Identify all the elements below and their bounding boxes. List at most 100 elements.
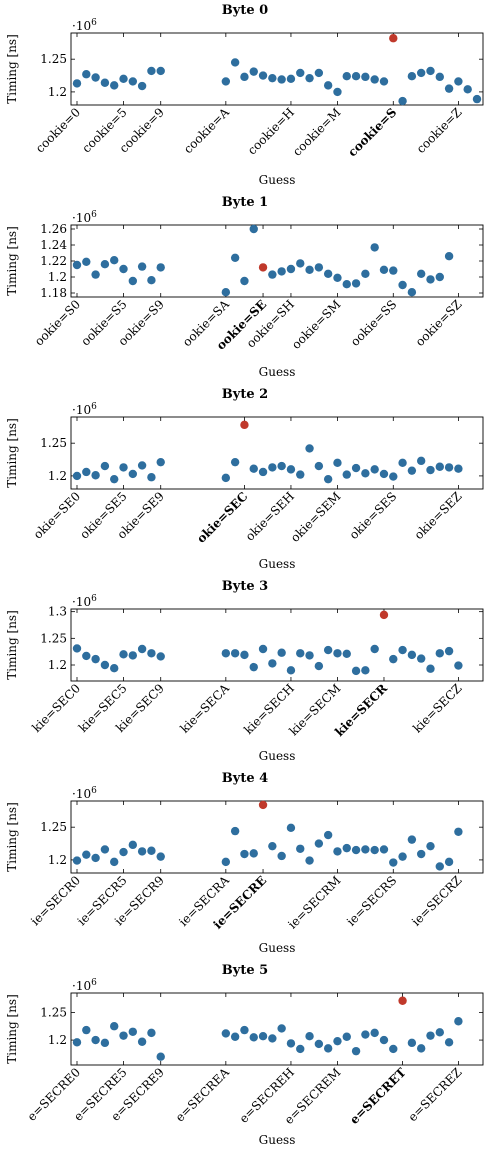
data-point: [416, 68, 426, 78]
data-point: [407, 835, 417, 844]
data-point: [342, 72, 351, 81]
data-point: [426, 465, 435, 475]
data-point: [128, 651, 138, 660]
data-point: [91, 73, 100, 82]
x-tick-label: ie=SECRS: [344, 873, 399, 928]
data-point: [314, 263, 324, 272]
data-point: [323, 269, 333, 278]
y-multiplier: ·106: [72, 978, 97, 993]
y-axis-label: Timing [ns]: [5, 802, 19, 872]
data-point: [137, 847, 147, 856]
data-point: [72, 856, 82, 865]
data-point: [426, 275, 435, 284]
data-point: [286, 823, 296, 833]
y-tick-label: 1.2: [48, 853, 67, 867]
data-point: [221, 1029, 231, 1038]
data-point: [370, 465, 379, 474]
data-point: [119, 74, 128, 84]
data-point: [156, 457, 165, 467]
y-tick-label: 1.2: [48, 270, 67, 284]
data-point: [351, 666, 361, 676]
data-point: [305, 265, 314, 274]
y-multiplier: ·106: [72, 594, 97, 609]
data-point: [379, 469, 389, 479]
data-point: [342, 843, 351, 853]
data-point: [110, 664, 119, 673]
data-point: [119, 847, 128, 857]
data-point: [314, 661, 324, 671]
data-point: [249, 662, 258, 672]
data-point: [407, 288, 417, 297]
data-point: [240, 650, 249, 660]
data-point: [296, 68, 305, 78]
data-point: [128, 840, 138, 850]
data-point: [119, 1031, 128, 1040]
data-point: [82, 467, 91, 477]
data-point: [296, 1044, 305, 1054]
data-point: [249, 224, 258, 234]
data-point: [444, 857, 454, 867]
data-point: [240, 1025, 249, 1035]
data-point: [305, 444, 314, 453]
plot-frame: [70, 992, 484, 1066]
data-point: [333, 458, 342, 468]
data-point: [100, 1038, 110, 1048]
data-point: [435, 862, 444, 871]
y-multiplier: ·106: [72, 210, 97, 225]
data-point: [342, 649, 351, 658]
data-point: [407, 650, 417, 660]
data-point: [277, 648, 286, 657]
data-point: [426, 841, 435, 851]
data-point: [435, 1028, 444, 1037]
data-point: [72, 79, 82, 88]
chart-title: Byte 1: [222, 195, 268, 210]
data-point: [137, 81, 147, 91]
highlight-point: [258, 263, 268, 272]
y-multiplier: ·106: [72, 786, 97, 801]
data-point: [305, 1032, 314, 1041]
highlight-point: [240, 420, 249, 430]
data-point: [454, 661, 463, 670]
data-point: [128, 469, 138, 479]
data-point: [333, 1036, 342, 1046]
data-point: [119, 463, 128, 472]
data-point: [389, 858, 398, 867]
highlight-point: [398, 996, 407, 1005]
chart-panel-3: Byte 3 ·106 1.2 1.25 1.3 Timing [ns] kie=SEC0 k…: [5, 579, 484, 763]
x-axis-label: Guess: [259, 557, 296, 571]
x-tick-label: kie=SEC0: [29, 681, 83, 735]
x-tick-label: cookie=Z: [414, 105, 465, 156]
data-point: [407, 72, 417, 81]
chart-panel-2: Byte 2 ·106 1.2 1.25 Timing [ns] okie=SE0 okie…: [5, 387, 484, 571]
data-point: [156, 652, 165, 661]
data-point: [416, 269, 426, 278]
data-point: [268, 841, 277, 851]
data-point: [91, 471, 100, 480]
data-point: [379, 845, 389, 854]
data-point: [82, 651, 91, 661]
data-point: [416, 456, 426, 466]
x-tick-label: ookie=SZ: [413, 297, 465, 349]
data-point: [416, 849, 426, 859]
y-tick-label: 1.2: [48, 85, 67, 99]
x-axis-label: Guess: [259, 173, 296, 187]
data-point: [314, 839, 324, 848]
data-point: [82, 850, 91, 859]
data-point: [370, 644, 379, 654]
plot-frame: [70, 608, 484, 682]
data-point: [258, 1032, 268, 1041]
x-tick-label: okie=SEM: [288, 489, 344, 545]
y-tick-label: 1.18: [40, 286, 67, 300]
data-point: [454, 1017, 463, 1026]
data-point: [268, 1034, 277, 1043]
data-point: [342, 280, 351, 289]
data-point: [156, 852, 165, 861]
x-tick-label: ookie=SS: [348, 297, 400, 349]
data-point: [221, 649, 231, 658]
data-point: [72, 1038, 82, 1047]
data-point: [147, 649, 156, 658]
data-point: [351, 845, 361, 855]
data-point: [156, 66, 165, 76]
highlight-point: [379, 610, 389, 620]
